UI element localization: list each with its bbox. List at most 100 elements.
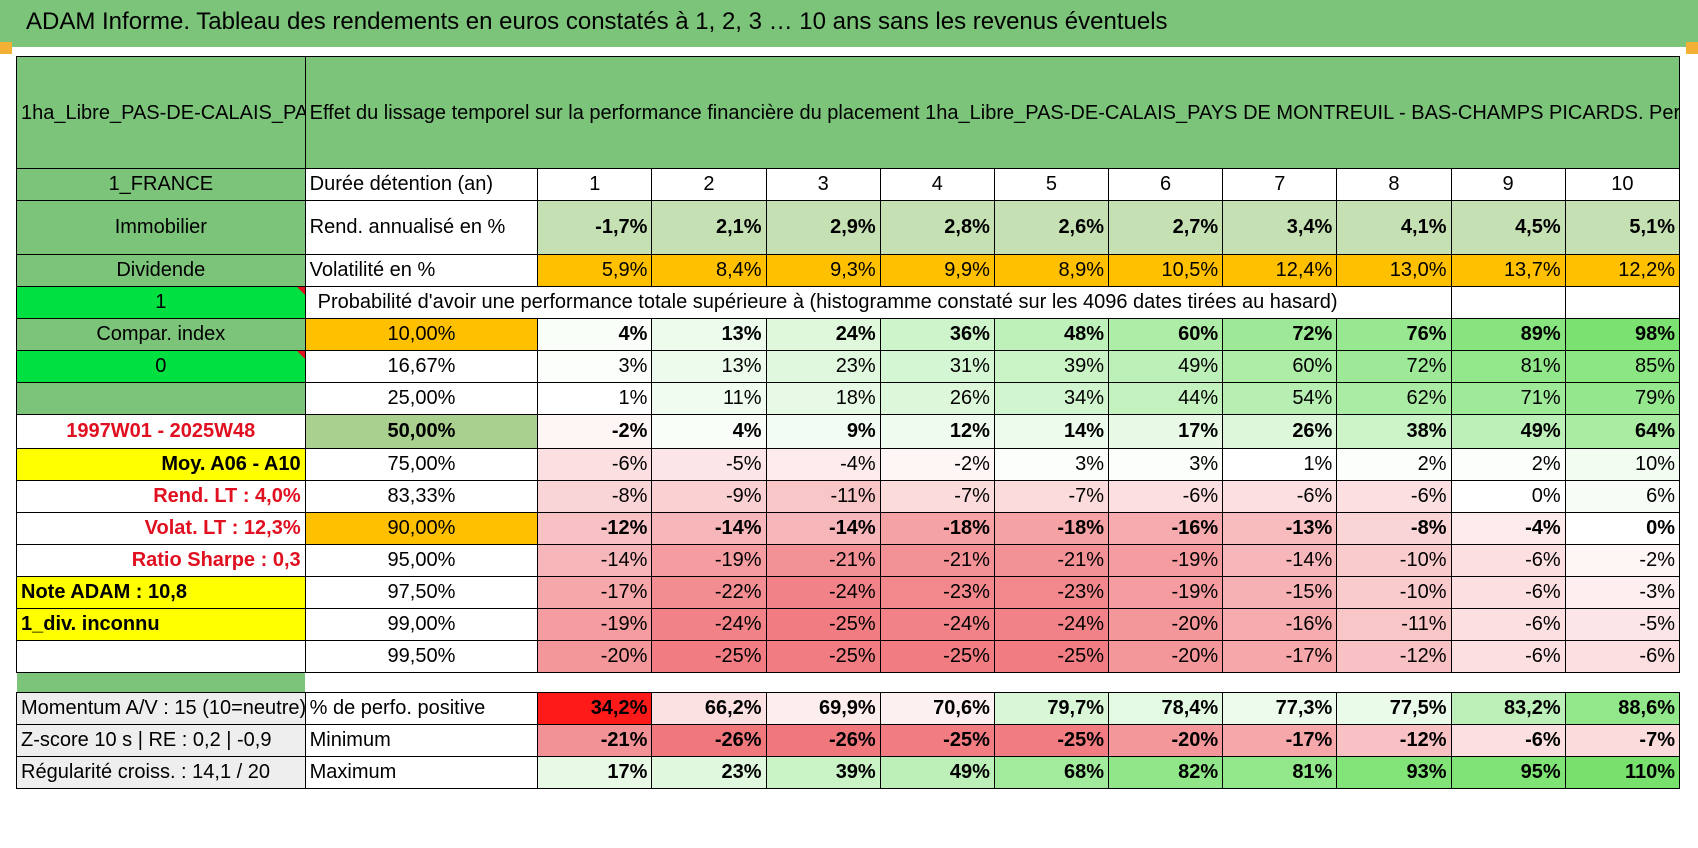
quantile-row: 1997W01 - 2025W48 50,00% -2% 4% 9% 12% 14% 17% 2…	[16, 414, 1681, 449]
left-info-2	[16, 382, 306, 415]
quantile-value: -2%	[537, 414, 653, 449]
quantile-row: Ratio Sharpe : 0,3 95,00% -14% -19% -21% -21%…	[16, 544, 1681, 577]
quantile-value: 0%	[1450, 480, 1566, 513]
summary-value: 93%	[1336, 756, 1452, 789]
quantile-row: Moy. A06 - A10 75,00% -6% -5% -4% -2% 3% 3% 1% 2%…	[16, 448, 1681, 481]
rend-label: Rend. annualisé en %	[304, 200, 539, 255]
summary-value: 78,4%	[1108, 692, 1224, 725]
quantile-value: -5%	[651, 448, 767, 481]
year-header: 9	[1450, 168, 1566, 201]
summary-value: -21%	[537, 724, 653, 757]
year-header: 3	[765, 168, 881, 201]
quantile-value: -17%	[1222, 640, 1338, 673]
quantile-row: Rend. LT : 4,0% 83,33% -8% -9% -11% -7% -7% -6%…	[16, 480, 1681, 513]
left-info-1: 0	[16, 350, 306, 383]
years-label: Durée détention (an)	[304, 168, 539, 201]
quantile-value: 76%	[1336, 318, 1452, 351]
prob-label: Probabilité d'avoir une performance tota…	[304, 286, 1452, 319]
summary-value: 39%	[765, 756, 881, 789]
quantile-value: -2%	[1564, 544, 1681, 577]
quantile-value: -25%	[651, 640, 767, 673]
summary-value: 17%	[537, 756, 653, 789]
corner-mark-right	[1686, 42, 1698, 54]
quantile-value: -25%	[765, 608, 881, 641]
quantile-value: -8%	[1336, 512, 1452, 545]
quantile-value: -12%	[537, 512, 653, 545]
quantile-value: -14%	[765, 512, 881, 545]
year-header: 4	[879, 168, 995, 201]
quantile-value: 36%	[879, 318, 995, 351]
quantile-value: -10%	[1336, 544, 1452, 577]
year-header: 6	[1108, 168, 1224, 201]
corner-mark-left	[0, 42, 12, 54]
quantile-value: 60%	[1108, 318, 1224, 351]
quantile-value: 26%	[1222, 414, 1338, 449]
quantile-threshold: 90,00%	[304, 512, 539, 545]
vol-row: Dividende Volatilité en % 5,9% 8,4% 9,3% 9,9%…	[16, 254, 1681, 287]
vol-value: 8,4%	[651, 254, 767, 287]
quantile-value: 39%	[993, 350, 1110, 383]
summary-value: -17%	[1222, 724, 1338, 757]
quantile-value: 11%	[651, 382, 767, 415]
quantile-value: -6%	[1450, 576, 1566, 609]
quantile-value: -9%	[651, 480, 767, 513]
year-header: 10	[1564, 168, 1681, 201]
quantile-value: -24%	[651, 608, 767, 641]
quantile-value: -11%	[765, 480, 881, 513]
quantile-value: -6%	[1336, 480, 1452, 513]
quantile-value: 18%	[765, 382, 881, 415]
report-banner: ADAM Informe. Tableau des rendements en …	[0, 0, 1698, 44]
quantile-value: 49%	[1108, 350, 1224, 383]
left-info-7: Ratio Sharpe : 0,3	[16, 544, 306, 577]
quantile-value: 4%	[537, 318, 653, 351]
quantile-value: -23%	[879, 576, 995, 609]
quantile-value: -5%	[1564, 608, 1681, 641]
quantile-value: 98%	[1564, 318, 1681, 351]
quantile-value: 23%	[765, 350, 881, 383]
summary-label: Minimum	[304, 724, 539, 757]
quantile-threshold: 99,00%	[304, 608, 539, 641]
summary-value: 79,7%	[993, 692, 1110, 725]
quantile-value: -6%	[1564, 640, 1681, 673]
empty-cell	[1450, 286, 1566, 319]
prob-row: 1 Probabilité d'avoir une performance tot…	[16, 286, 1681, 319]
quantile-value: -25%	[993, 640, 1110, 673]
quantile-value: 89%	[1450, 318, 1566, 351]
quantile-value: -16%	[1222, 608, 1338, 641]
year-header: 8	[1336, 168, 1452, 201]
vol-value: 12,2%	[1564, 254, 1681, 287]
quantile-value: 44%	[1108, 382, 1224, 415]
quantile-value: 1%	[537, 382, 653, 415]
quantile-value: 72%	[1336, 350, 1452, 383]
quantile-threshold: 99,50%	[304, 640, 539, 673]
vol-value: 12,4%	[1222, 254, 1338, 287]
quantile-value: -2%	[879, 448, 995, 481]
rend-value: 3,4%	[1222, 200, 1338, 255]
left-info-3: 1997W01 - 2025W48	[16, 414, 306, 449]
summary-value: 68%	[993, 756, 1110, 789]
quantile-value: 85%	[1564, 350, 1681, 383]
quantile-value: -21%	[765, 544, 881, 577]
quantile-value: 64%	[1564, 414, 1681, 449]
year-header: 1	[537, 168, 653, 201]
quantile-value: 6%	[1564, 480, 1681, 513]
left-label-income: Dividende	[16, 254, 306, 287]
vol-value: 10,5%	[1108, 254, 1224, 287]
summary-value: -26%	[651, 724, 767, 757]
quantile-value: -21%	[879, 544, 995, 577]
left-label-type: Immobilier	[16, 200, 306, 255]
quantile-value: 3%	[993, 448, 1110, 481]
summary-value: 77,3%	[1222, 692, 1338, 725]
quantile-value: -19%	[1108, 544, 1224, 577]
rend-value: 2,7%	[1108, 200, 1224, 255]
quantile-value: -10%	[1336, 576, 1452, 609]
quantile-value: -18%	[879, 512, 995, 545]
vol-value: 13,7%	[1450, 254, 1566, 287]
table-title: Effet du lissage temporel sur la perform…	[304, 56, 1681, 169]
rend-value: 2,6%	[993, 200, 1110, 255]
quantile-value: 13%	[651, 318, 767, 351]
quantile-threshold: 25,00%	[304, 382, 539, 415]
placement-name: 1ha_Libre_PAS-DE-CALAIS_PAYS DE MONTREUI…	[16, 56, 306, 169]
quantile-value: 1%	[1222, 448, 1338, 481]
quantile-value: 34%	[993, 382, 1110, 415]
